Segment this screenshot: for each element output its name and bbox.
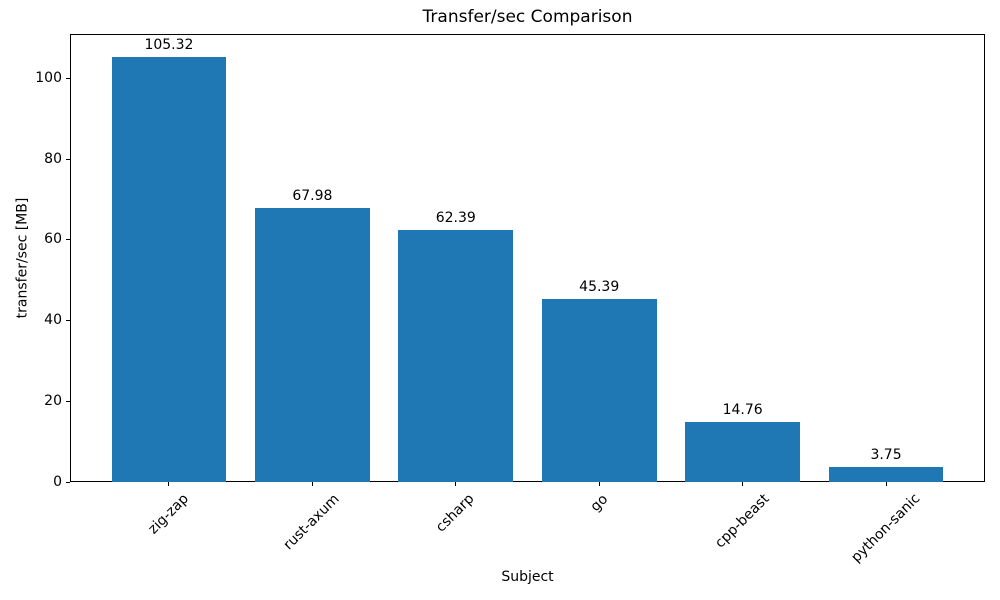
x-tick-mark <box>168 482 170 486</box>
x-tick-label: rust-axum <box>280 491 343 554</box>
y-tick-label: 20 <box>44 392 62 409</box>
x-tick-label: cpp-beast <box>712 490 773 552</box>
chart-title: Transfer/sec Comparison <box>422 7 633 27</box>
bar <box>398 230 514 482</box>
x-tick-label: csharp <box>433 490 478 536</box>
x-tick-mark <box>598 482 600 486</box>
bar-value-label: 14.76 <box>722 402 763 419</box>
y-tick-label: 80 <box>44 150 62 167</box>
y-tick-mark <box>66 481 70 483</box>
y-tick-label: 40 <box>44 312 62 329</box>
x-tick-mark <box>742 482 744 486</box>
y-tick-mark <box>66 158 70 160</box>
bar-value-label: 62.39 <box>435 210 476 227</box>
y-tick-label: 60 <box>44 231 62 248</box>
x-tick-mark <box>885 482 887 486</box>
x-tick-mark <box>455 482 457 486</box>
y-tick-mark <box>66 239 70 241</box>
y-axis-label: transfer/sec [MB] <box>14 197 31 319</box>
x-axis-label: Subject <box>501 569 554 585</box>
y-tick-mark <box>66 77 70 79</box>
x-tick-label: zig-zap <box>145 490 192 538</box>
y-tick-label: 100 <box>35 69 62 86</box>
bar <box>828 466 944 482</box>
bar-value-label: 45.39 <box>579 278 620 295</box>
y-tick-label: 0 <box>53 473 62 490</box>
x-tick-label: python-sanic <box>848 490 924 567</box>
bar-value-label: 105.32 <box>144 36 194 53</box>
bar <box>111 56 227 482</box>
y-tick-mark <box>66 400 70 402</box>
bar <box>255 207 370 482</box>
bar <box>685 422 800 482</box>
bar-value-label: 3.75 <box>870 446 902 463</box>
x-tick-label: go <box>587 490 611 515</box>
bar-value-label: 67.98 <box>292 187 333 204</box>
bar <box>541 298 657 482</box>
y-tick-mark <box>66 320 70 322</box>
x-tick-mark <box>311 482 313 486</box>
